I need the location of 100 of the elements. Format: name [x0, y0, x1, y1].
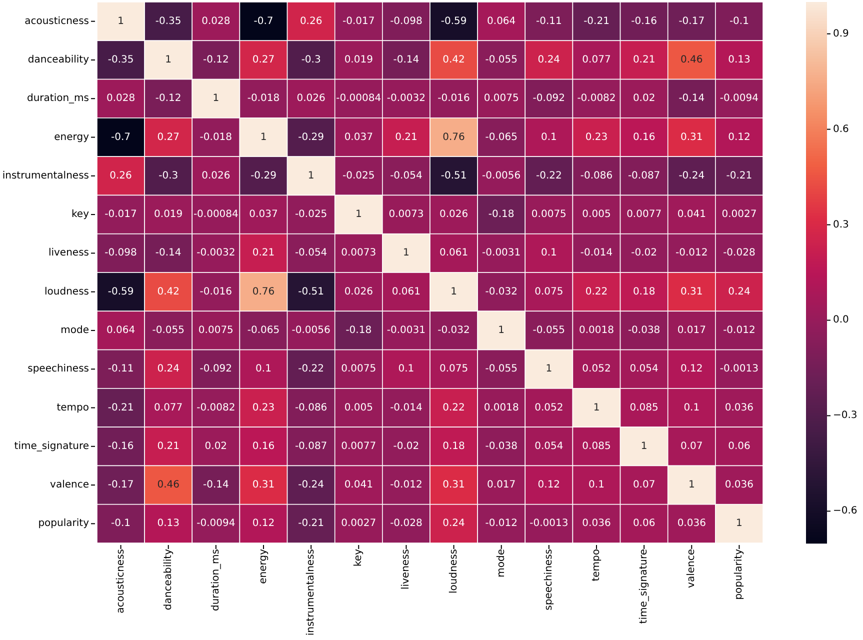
data-label: 0.46 — [680, 54, 703, 66]
data-label: -0.51 — [440, 170, 467, 182]
data-label: -0.02 — [631, 248, 658, 259]
data-label: -0.0032 — [196, 248, 236, 259]
data-label: -0.012 — [676, 248, 708, 259]
x-tick-label: tempo — [591, 549, 602, 582]
data-label: 0.0075 — [198, 324, 234, 336]
data-label: 1 — [498, 324, 505, 336]
data-label: 0.21 — [157, 440, 180, 452]
data-label: -0.21 — [726, 170, 752, 182]
data-label: -0.16 — [108, 440, 134, 452]
data-label: -0.038 — [485, 440, 518, 452]
y-tick-label: time_signature — [14, 440, 89, 452]
x-tick-label: valence — [686, 549, 698, 588]
data-label: 0.0027 — [341, 518, 376, 530]
data-label: -0.24 — [678, 170, 705, 182]
data-label: 0.052 — [534, 402, 564, 414]
data-label: 0.24 — [442, 518, 465, 530]
data-label: 0.1 — [256, 364, 272, 375]
data-label: 0.0077 — [341, 440, 376, 452]
data-label: 0.005 — [582, 209, 611, 220]
data-label: 0.12 — [252, 518, 275, 530]
data-label: 0.76 — [252, 286, 275, 298]
data-label: 0.026 — [296, 93, 326, 104]
x-tick-label: key — [353, 548, 364, 567]
y-tick-label: tempo — [56, 402, 89, 414]
color-bar-label: 0.9 — [833, 28, 849, 40]
data-label: 1 — [450, 286, 457, 298]
data-label: -0.7 — [111, 132, 131, 143]
y-tick-label: liveness — [48, 248, 89, 259]
data-label: 0.24 — [728, 286, 750, 298]
data-label: 0.064 — [487, 16, 516, 27]
data-label: 0.23 — [585, 132, 608, 143]
y-tick-label: instrumentalness — [2, 170, 89, 182]
data-label: 1 — [212, 93, 220, 104]
y-tick-label: duration_ms — [26, 93, 89, 104]
data-label: -0.3 — [158, 170, 178, 182]
data-label: -0.055 — [485, 364, 518, 375]
data-label: -0.0094 — [196, 518, 236, 530]
data-label: 1 — [308, 170, 314, 182]
data-label: 0.02 — [632, 93, 656, 104]
data-label: 0.1 — [398, 364, 414, 375]
data-label: 0.0018 — [484, 402, 519, 414]
data-label: 0.46 — [157, 480, 180, 491]
data-label: 0.42 — [157, 286, 180, 298]
data-label: 0.054 — [630, 364, 658, 375]
data-label: 0.02 — [204, 440, 228, 452]
data-label: -0.16 — [631, 16, 658, 27]
data-label: 1 — [688, 480, 695, 491]
data-label: -0.092 — [532, 93, 566, 104]
data-label: -0.02 — [393, 440, 420, 452]
data-label: 0.061 — [392, 286, 421, 298]
data-label: 0.27 — [252, 54, 275, 66]
data-label: -0.087 — [628, 170, 660, 182]
data-label: 0.041 — [677, 209, 706, 220]
x-tick-label: liveness — [400, 549, 412, 590]
data-label: -0.18 — [488, 209, 514, 220]
data-label: 0.052 — [582, 364, 611, 375]
data-label: 0.077 — [154, 402, 183, 414]
x-tick-label: loudness — [448, 549, 460, 594]
color-bar-label: 0.0 — [833, 314, 849, 326]
data-label: -0.025 — [294, 209, 328, 220]
data-label: -0.0056 — [292, 324, 330, 336]
data-label: -0.092 — [200, 364, 232, 375]
data-label: -0.35 — [108, 54, 134, 66]
data-label: 0.028 — [202, 16, 230, 27]
data-label: 1 — [546, 364, 552, 375]
data-label: -0.22 — [536, 170, 562, 182]
color-bar-label: 0.3 — [833, 219, 849, 230]
data-label: 0.0075 — [484, 93, 519, 104]
data-label: -0.12 — [155, 93, 182, 104]
data-label: 0.077 — [582, 54, 611, 66]
data-label: -0.24 — [298, 480, 324, 491]
data-label: -0.14 — [678, 93, 705, 104]
data-label: -0.18 — [346, 324, 372, 336]
data-label: -0.028 — [723, 248, 756, 259]
data-label: -0.038 — [628, 324, 660, 336]
data-label: -0.032 — [438, 324, 470, 336]
data-label: -0.14 — [393, 54, 420, 66]
data-label: 0.019 — [344, 54, 373, 66]
x-tick-label: danceability — [162, 548, 174, 610]
data-label: 0.0018 — [579, 324, 614, 336]
data-label: 0.036 — [677, 518, 706, 530]
data-label: 0.24 — [157, 364, 180, 375]
data-label: -0.35 — [155, 16, 182, 27]
data-label: -0.21 — [298, 518, 324, 530]
data-label: 0.12 — [538, 480, 560, 491]
data-label: -0.12 — [202, 54, 229, 66]
data-label: -0.21 — [108, 402, 134, 414]
x-tick-label: energy — [258, 548, 269, 584]
data-label: -0.00084 — [336, 93, 382, 104]
data-label: -0.17 — [108, 480, 134, 491]
data-label: -0.014 — [390, 402, 422, 414]
data-label: 0.16 — [632, 132, 656, 143]
data-label: -0.0056 — [482, 170, 521, 182]
y-tick-label: mode — [60, 324, 89, 336]
data-label: 1 — [165, 54, 172, 66]
data-label: -0.012 — [485, 518, 518, 530]
x-tick-label: popularity — [734, 548, 745, 600]
data-label: -0.086 — [580, 170, 613, 182]
